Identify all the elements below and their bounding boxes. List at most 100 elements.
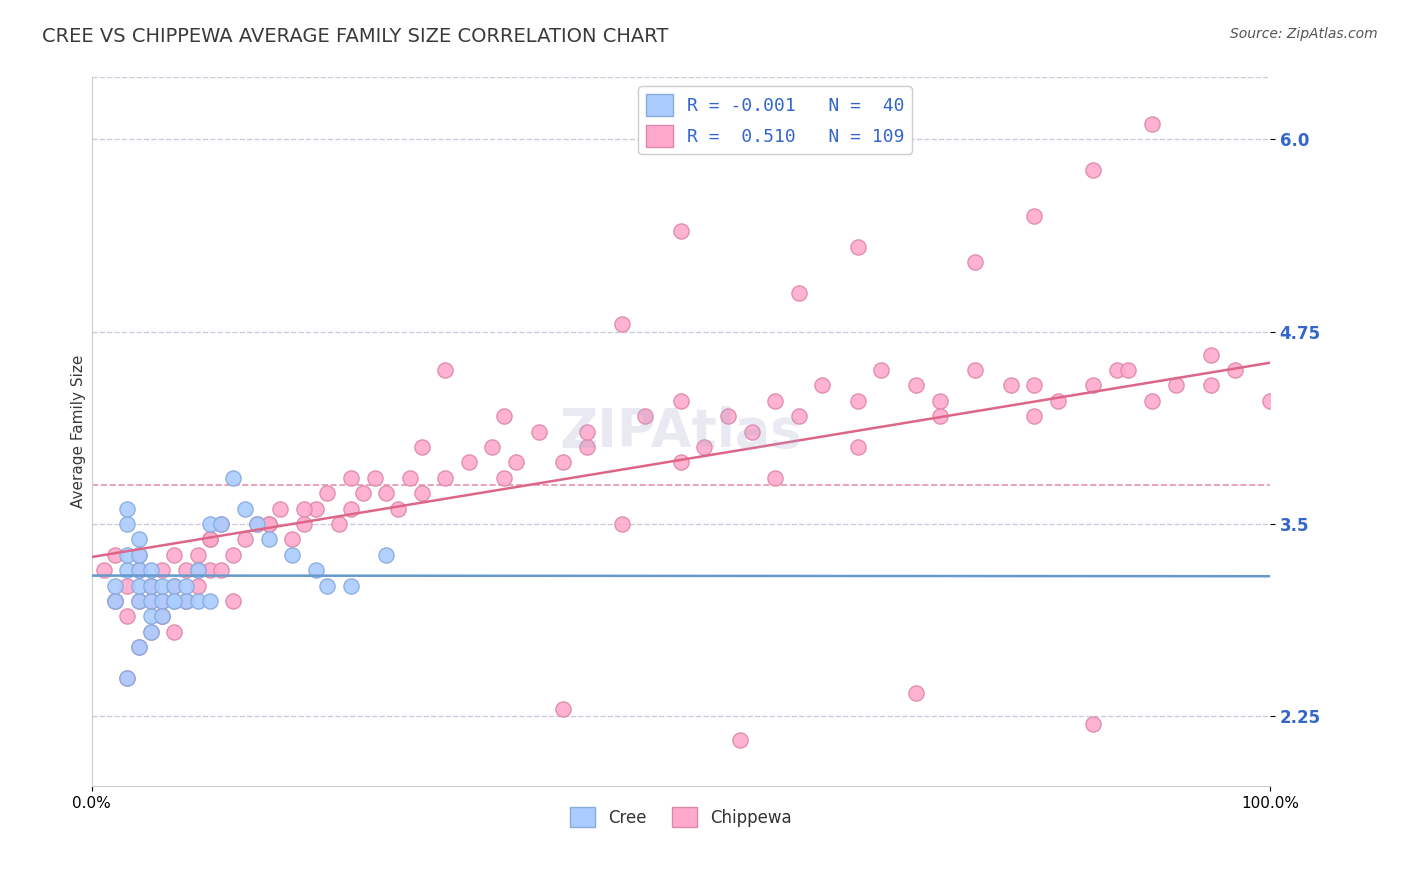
Point [1000,378,1022,392]
Point [1118,363,1140,377]
Point [187,563,209,577]
Point [246,516,269,531]
Point [1024,209,1046,223]
Point [481,440,503,454]
Point [1223,363,1246,377]
Point [128,640,150,655]
Point [505,455,527,469]
Point [233,533,256,547]
Point [222,594,245,608]
Point [187,548,209,562]
Point [128,640,150,655]
Point [870,363,893,377]
Point [128,563,150,577]
Point [139,579,162,593]
Point [494,409,516,424]
Point [811,378,834,392]
Y-axis label: Average Family Size: Average Family Size [72,355,86,508]
Point [152,594,174,608]
Point [634,409,657,424]
Point [198,563,221,577]
Point [763,471,786,485]
Point [128,563,150,577]
Point [104,548,127,562]
Point [965,255,987,269]
Point [115,579,138,593]
Point [717,409,740,424]
Point [115,516,138,531]
Point [340,501,363,516]
Point [316,579,339,593]
Point [846,440,869,454]
Point [128,548,150,562]
Point [269,501,291,516]
Point [209,563,232,577]
Point [304,563,326,577]
Point [198,533,221,547]
Point [728,732,751,747]
Point [316,486,339,500]
Point [187,579,209,593]
Point [669,393,692,408]
Point [163,594,186,608]
Point [292,501,315,516]
Point [411,486,433,500]
Point [104,594,127,608]
Point [198,533,221,547]
Point [139,579,162,593]
Point [575,425,598,439]
Point [187,594,209,608]
Text: ZIPAtlas: ZIPAtlas [560,406,803,458]
Point [411,440,433,454]
Point [1199,348,1222,362]
Point [209,516,232,531]
Point [292,516,315,531]
Point [128,579,150,593]
Point [174,563,197,577]
Point [139,579,162,593]
Point [104,594,127,608]
Point [222,548,245,562]
Point [905,378,928,392]
Point [929,409,952,424]
Point [281,548,304,562]
Point [1081,717,1104,731]
Point [787,409,810,424]
Point [174,594,197,608]
Point [93,563,115,577]
Point [152,609,174,624]
Point [551,455,574,469]
Point [152,609,174,624]
Point [387,501,409,516]
Point [163,579,186,593]
Point [104,579,127,593]
Point [174,594,197,608]
Point [669,224,692,238]
Point [128,548,150,562]
Point [1105,363,1128,377]
Point [328,516,350,531]
Point [257,533,280,547]
Point [139,609,162,624]
Point [1081,378,1104,392]
Point [399,471,422,485]
Text: CREE VS CHIPPEWA AVERAGE FAMILY SIZE CORRELATION CHART: CREE VS CHIPPEWA AVERAGE FAMILY SIZE COR… [42,27,669,45]
Point [787,286,810,301]
Point [1024,409,1046,424]
Point [163,548,186,562]
Point [115,609,138,624]
Point [741,425,763,439]
Point [139,563,162,577]
Point [905,686,928,700]
Point [104,594,127,608]
Point [139,624,162,639]
Point [340,471,363,485]
Point [281,533,304,547]
Point [139,594,162,608]
Point [174,579,197,593]
Point [1164,378,1187,392]
Point [115,671,138,685]
Point [434,363,457,377]
Point [152,594,174,608]
Point [363,471,385,485]
